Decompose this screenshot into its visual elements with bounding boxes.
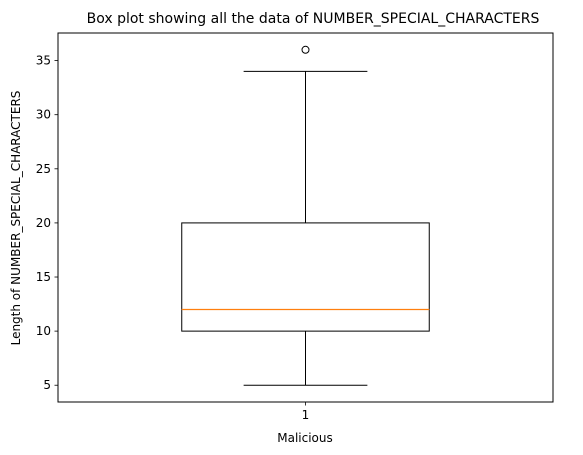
y-tick-label: 20 xyxy=(36,216,51,230)
y-axis-label: Length of NUMBER_SPECIAL_CHARACTERS xyxy=(9,91,23,346)
outlier-point xyxy=(301,45,310,54)
chart-title: Box plot showing all the data of NUMBER_… xyxy=(87,11,540,27)
y-tick-label: 30 xyxy=(36,108,51,122)
y-tick-label: 35 xyxy=(36,54,51,68)
x-tick-label: 1 xyxy=(302,408,310,422)
x-axis-label: Malicious xyxy=(277,431,333,445)
plot-area: 5 10 15 20 25 30 35 1 xyxy=(36,32,554,422)
iqr-box xyxy=(181,222,430,332)
y-tick-label: 25 xyxy=(36,162,51,176)
y-tick-label: 5 xyxy=(43,378,51,392)
y-tick-label: 10 xyxy=(36,324,51,338)
y-tick-label: 15 xyxy=(36,270,51,284)
